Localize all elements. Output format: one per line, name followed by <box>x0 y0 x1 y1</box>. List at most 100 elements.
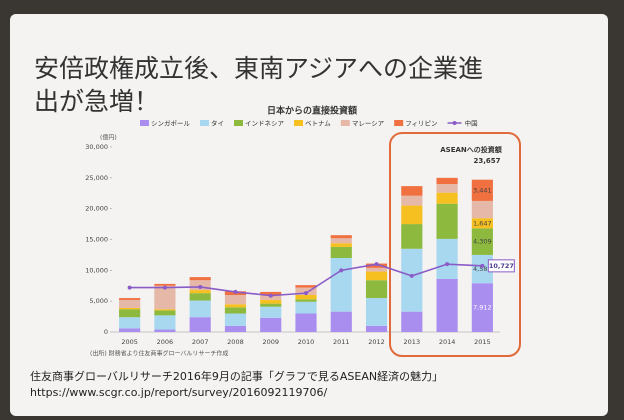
legend-swatch <box>452 121 457 125</box>
bar-segment <box>471 218 493 229</box>
y-tick-label: 15,000 <box>85 236 108 244</box>
x-tick-label: 2007 <box>192 338 209 346</box>
bar-segment <box>471 283 493 332</box>
legend-swatch <box>394 120 404 126</box>
y-tick-label: 30,000 <box>85 143 108 151</box>
chart-title: 日本からの直接投資額 <box>267 105 357 117</box>
legend-swatch <box>294 120 303 126</box>
bar-segment <box>224 295 247 305</box>
bar-segment <box>330 311 352 332</box>
bar-segment <box>119 298 141 300</box>
bar-segment <box>154 315 176 330</box>
point <box>445 262 450 267</box>
bar-segment <box>436 238 458 279</box>
x-tick-label: 2005 <box>121 338 138 346</box>
legend-swatch <box>200 120 209 126</box>
bar-segment <box>119 328 141 332</box>
slide-title: 出が急増！ <box>34 87 159 116</box>
bar-segment <box>189 290 211 294</box>
legend-label: インドネシア <box>245 120 285 128</box>
bar-segment <box>471 179 493 201</box>
bar-segment <box>330 238 352 244</box>
source: (出所) 財務省より住友商事グローバルリサーチ作成 <box>90 350 228 358</box>
bar-segment <box>224 313 247 326</box>
bar-segment <box>295 285 317 288</box>
bar-segment <box>436 192 458 204</box>
point <box>409 273 414 278</box>
bar-segment <box>154 310 176 316</box>
bar-segment <box>119 307 141 310</box>
x-tick-label: 2013 <box>404 338 421 346</box>
point <box>339 268 344 273</box>
bar-segment <box>295 299 317 302</box>
bar-segment <box>330 258 352 312</box>
legend-label: フィリピン <box>405 120 437 128</box>
bar-segment <box>401 311 423 332</box>
x-tick-label: 2011 <box>333 338 350 346</box>
point <box>233 289 238 294</box>
bar-segment <box>401 186 423 196</box>
bar-segment <box>436 203 458 239</box>
data-label: 4,309 <box>473 238 492 246</box>
y-tick-label: 5,000 <box>89 297 108 305</box>
bar-segment <box>330 243 352 247</box>
data-label: 7,912 <box>473 304 492 312</box>
legend-swatch <box>234 120 243 126</box>
x-tick-label: 2012 <box>368 338 385 346</box>
bar-segment <box>224 307 247 314</box>
point <box>480 263 485 268</box>
bar-segment <box>330 235 352 239</box>
bar-segment <box>189 277 211 281</box>
annotation: ASEANへの投資額 <box>440 145 502 154</box>
bar-segment <box>365 298 388 326</box>
bar-segment <box>189 293 211 301</box>
bar-segment <box>154 329 176 332</box>
y-tick-label: 20,000 <box>85 205 108 213</box>
bar-segment <box>295 295 317 300</box>
y-tick-label: 25,000 <box>85 174 108 182</box>
bar-segment <box>471 228 493 255</box>
bar-segment <box>401 224 423 249</box>
bar-segment <box>365 280 388 299</box>
data-label: 3,441 <box>473 186 492 194</box>
bar-segment <box>330 246 352 258</box>
bar-segment <box>189 317 211 332</box>
bar-segment <box>436 184 458 193</box>
point <box>304 291 308 296</box>
label-box <box>487 259 515 273</box>
legend-swatch <box>140 120 149 126</box>
bar-segment <box>119 317 141 329</box>
bar-segment <box>401 195 423 206</box>
x-tick-label: 2010 <box>298 338 315 346</box>
legend-label: ベトナム <box>305 120 331 128</box>
x-tick-label: 2006 <box>157 338 174 346</box>
bar-segment <box>365 267 388 272</box>
highlight-box <box>389 132 521 357</box>
bar-segment <box>260 303 282 307</box>
bar-segment <box>401 205 423 225</box>
data-label: 10,727 <box>489 262 514 270</box>
bar-segment <box>154 283 176 286</box>
point <box>162 285 167 290</box>
bar-segment <box>401 248 423 312</box>
point <box>374 262 379 267</box>
bar-segment <box>119 299 141 308</box>
bar-segment <box>260 291 282 295</box>
x-tick-label: 2015 <box>474 338 491 346</box>
bar-segment <box>189 300 211 318</box>
y-tick-label: 10,000 <box>85 266 108 274</box>
y-tick-label: 0 <box>104 328 108 336</box>
bar-segment <box>471 254 493 284</box>
bar-segment <box>436 278 458 332</box>
legend-label: タイ <box>211 119 224 128</box>
legend-label: シンガポール <box>151 119 191 128</box>
bar-segment <box>436 177 458 184</box>
data-label: 4,589 <box>473 265 492 273</box>
point <box>268 293 273 298</box>
footer: 住友商事グローバルリサーチ2016年9月の記事「グラフで見るASEAN経済の魅力… <box>30 369 443 383</box>
bar-segment <box>260 317 282 332</box>
point <box>198 284 203 289</box>
footer: https://www.scgr.co.jp/report/survey/201… <box>30 386 328 399</box>
bar-segment <box>260 306 282 318</box>
